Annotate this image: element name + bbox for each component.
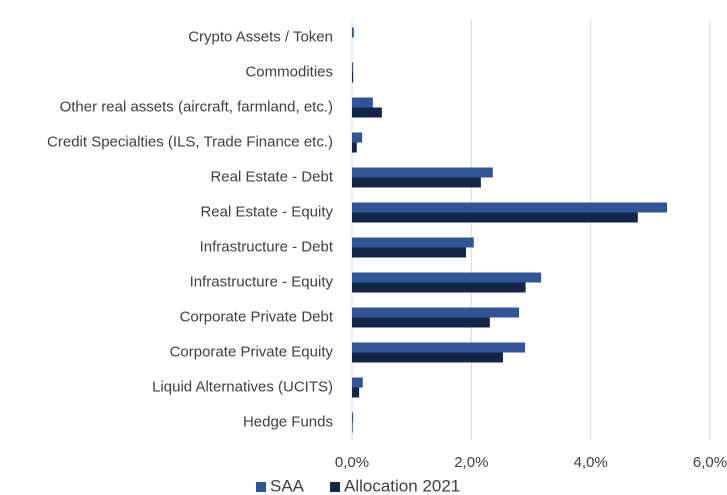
bar — [352, 342, 526, 353]
bar — [352, 247, 466, 258]
legend-label: SAA — [270, 476, 305, 495]
bar — [352, 422, 353, 433]
x-tick-label: 0,0% — [335, 454, 369, 471]
y-tick-label: Liquid Alternatives (UCITS) — [152, 378, 333, 395]
bar — [352, 237, 474, 248]
bar — [352, 212, 638, 223]
y-tick-label: Real Estate - Debt — [210, 168, 333, 185]
y-tick-label: Credit Specialties (ILS, Trade Finance e… — [47, 133, 333, 150]
bar — [352, 387, 360, 398]
y-tick-label: Corporate Private Debt — [180, 308, 334, 325]
legend-swatch — [256, 482, 266, 492]
bar — [352, 202, 668, 213]
bar — [352, 282, 526, 293]
bar — [352, 132, 363, 143]
y-tick-label: Infrastructure - Debt — [200, 238, 334, 255]
x-tick-label: 4,0% — [574, 454, 608, 471]
y-tick-label: Commodities — [245, 63, 333, 80]
bar — [352, 272, 542, 283]
x-tick-label: 2,0% — [454, 454, 488, 471]
y-tick-label: Real Estate - Equity — [200, 203, 333, 220]
bar — [352, 377, 363, 388]
bar — [352, 177, 481, 188]
bar — [352, 27, 354, 38]
y-tick-label: Infrastructure - Equity — [190, 273, 334, 290]
bar — [352, 167, 493, 178]
bar — [352, 142, 357, 153]
y-tick-label: Corporate Private Equity — [170, 343, 334, 360]
bar — [352, 317, 490, 328]
y-tick-label: Other real assets (aircraft, farmland, e… — [60, 98, 333, 115]
bar — [352, 107, 382, 118]
bar — [352, 72, 354, 83]
x-tick-label: 6,0% — [693, 454, 727, 471]
legend-swatch — [330, 482, 340, 492]
y-tick-label: Crypto Assets / Token — [188, 28, 333, 45]
y-tick-label: Hedge Funds — [243, 413, 333, 430]
legend-label: Allocation 2021 — [344, 476, 460, 495]
bar — [352, 412, 354, 423]
bar — [352, 307, 520, 318]
bar — [352, 97, 373, 108]
bar — [352, 62, 354, 73]
bar — [352, 352, 503, 363]
